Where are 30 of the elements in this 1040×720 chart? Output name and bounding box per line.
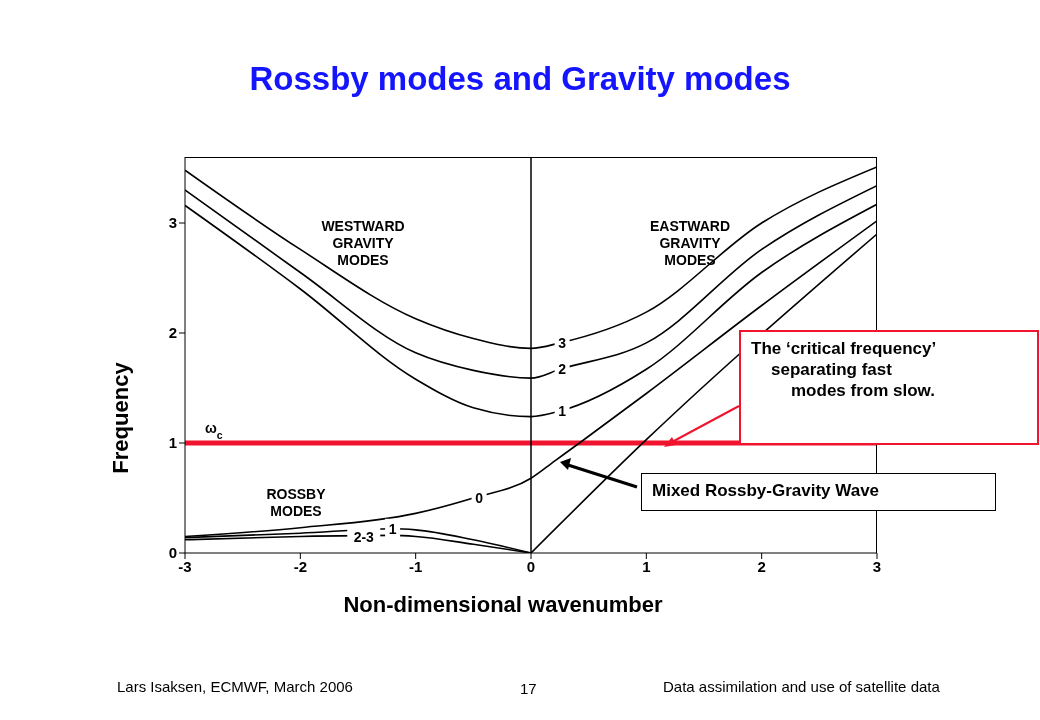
annotation: ROSSBY MODES	[265, 486, 327, 520]
x-tick-label: 0	[526, 557, 536, 575]
annotation: 0	[475, 490, 484, 506]
callout-box: Mixed Rossby-Gravity Wave	[641, 473, 996, 511]
y-axis-title: Frequency	[108, 361, 134, 476]
annotation: 3	[558, 334, 567, 351]
annotation: 1	[388, 520, 397, 537]
callout-box: The ‘critical frequency’ separating fast modes from slow.	[739, 330, 1039, 445]
x-axis-title: Non-dimensional wavenumber	[342, 592, 664, 618]
x-tick-label: -1	[408, 557, 423, 575]
x-tick-label: 3	[872, 557, 882, 575]
annotation: EASTWARD GRAVITY MODES	[648, 218, 732, 269]
annotation: The ‘critical frequency’ separating fast modes from slow.	[751, 338, 938, 401]
text: 17	[520, 680, 537, 697]
chart-title: Rossby modes and Gravity modes	[248, 60, 792, 98]
y-tick-label: 2	[168, 324, 177, 342]
y-tick-label: 0	[168, 544, 177, 562]
x-tick-label: 2	[757, 557, 766, 575]
x-tick-label: -3	[178, 557, 192, 575]
text: Data assimilation and use of satellite data	[663, 678, 940, 695]
y-tick-label: 1	[168, 434, 177, 452]
text: Lars Isaksen, ECMWF, March 2006	[117, 678, 353, 695]
annotation: WESTWARD GRAVITY MODES	[320, 218, 406, 269]
x-tick-label: -2	[293, 557, 308, 575]
ref-line-label: ω$_{c}$	[205, 420, 223, 441]
y-tick-label: 3	[168, 214, 177, 232]
annotation: 2	[558, 361, 567, 378]
annotation: 2-3	[353, 528, 375, 545]
x-tick-label: 1	[642, 557, 651, 575]
annotation: 1	[558, 403, 567, 420]
